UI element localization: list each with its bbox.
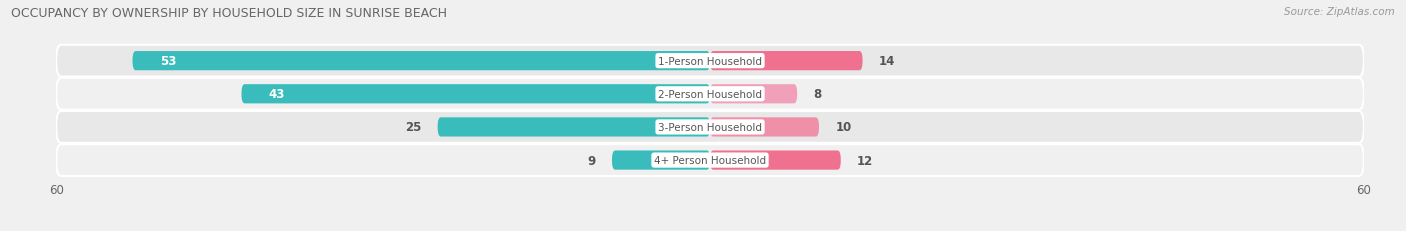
Text: 14: 14 <box>879 55 896 68</box>
FancyBboxPatch shape <box>132 52 710 71</box>
FancyBboxPatch shape <box>56 46 1364 77</box>
Text: 9: 9 <box>588 154 596 167</box>
Text: OCCUPANCY BY OWNERSHIP BY HOUSEHOLD SIZE IN SUNRISE BEACH: OCCUPANCY BY OWNERSHIP BY HOUSEHOLD SIZE… <box>11 7 447 20</box>
FancyBboxPatch shape <box>710 118 818 137</box>
FancyBboxPatch shape <box>242 85 710 104</box>
Text: 1-Person Household: 1-Person Household <box>658 56 762 66</box>
FancyBboxPatch shape <box>710 52 862 71</box>
FancyBboxPatch shape <box>612 151 710 170</box>
Text: 8: 8 <box>814 88 821 101</box>
FancyBboxPatch shape <box>437 118 710 137</box>
Text: 53: 53 <box>160 55 176 68</box>
FancyBboxPatch shape <box>56 79 1364 110</box>
Text: 2-Person Household: 2-Person Household <box>658 89 762 99</box>
Text: 12: 12 <box>858 154 873 167</box>
Text: Source: ZipAtlas.com: Source: ZipAtlas.com <box>1284 7 1395 17</box>
Text: 3-Person Household: 3-Person Household <box>658 122 762 132</box>
FancyBboxPatch shape <box>710 85 797 104</box>
FancyBboxPatch shape <box>710 151 841 170</box>
FancyBboxPatch shape <box>56 145 1364 176</box>
Text: 4+ Person Household: 4+ Person Household <box>654 155 766 165</box>
Text: 43: 43 <box>269 88 285 101</box>
FancyBboxPatch shape <box>56 112 1364 143</box>
Text: 25: 25 <box>405 121 422 134</box>
Text: 10: 10 <box>835 121 852 134</box>
